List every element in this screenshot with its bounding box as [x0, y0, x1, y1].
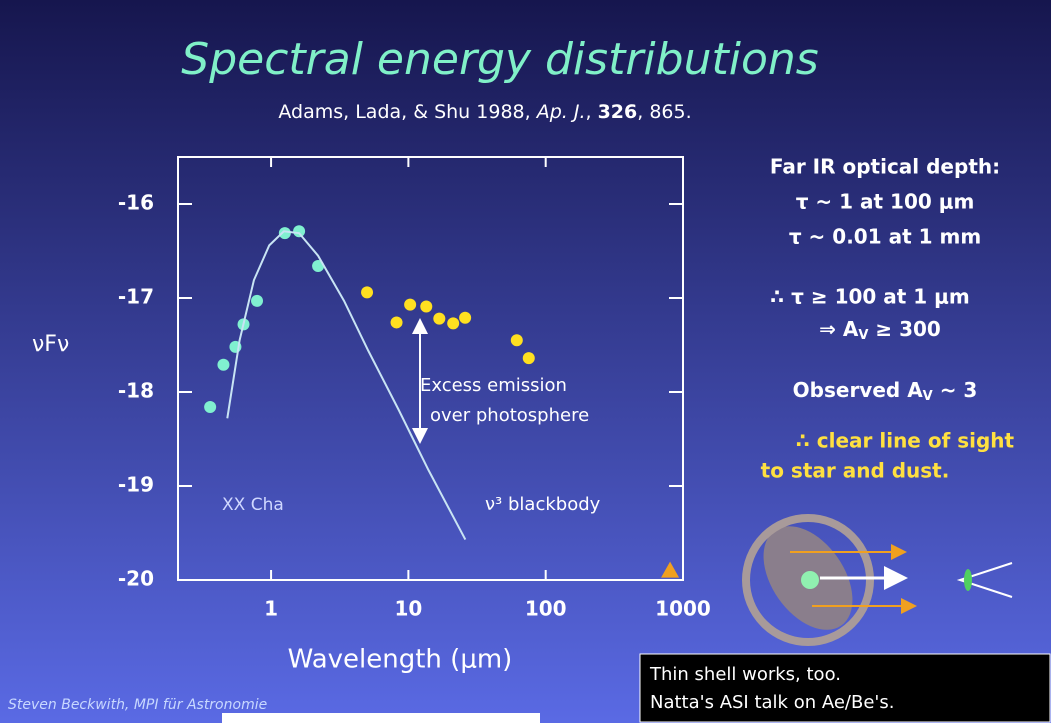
- note-part: ≥ 300: [868, 317, 940, 341]
- annotation: XX Cha: [222, 495, 284, 515]
- x-tick-label: 100: [525, 597, 567, 621]
- x-tick-label: 10: [394, 597, 422, 621]
- point: [522, 352, 535, 365]
- point: [278, 227, 291, 240]
- point: [204, 401, 217, 414]
- note-sub: V: [923, 389, 933, 404]
- point: [447, 317, 460, 330]
- x-tick-label: 1000: [655, 597, 711, 621]
- x-axis-label: Wavelength (μm): [288, 645, 513, 675]
- note-box: [639, 653, 1051, 723]
- citation-volume: 326: [598, 101, 638, 123]
- point: [217, 358, 230, 371]
- note-part: ⇒ A: [819, 317, 859, 341]
- point: [312, 260, 325, 273]
- point: [459, 311, 472, 324]
- annotation: ν³ blackbody: [485, 494, 601, 515]
- box-text: Thin shell works, too.: [649, 664, 841, 685]
- y-axis-label: νFν: [32, 332, 69, 357]
- note: τ ~ 1 at 100 μm: [796, 190, 975, 214]
- citation: Adams, Lada, & Shu 1988, Ap. J., 326, 86…: [278, 101, 691, 123]
- note-part: ~ 3: [933, 378, 978, 402]
- note: ∴ τ ≥ 100 at 1 μm: [770, 285, 970, 309]
- point: [420, 300, 433, 313]
- point: [293, 225, 306, 238]
- point: [510, 334, 523, 347]
- point: [433, 312, 446, 325]
- note-sub: V: [858, 328, 868, 343]
- footer: Steven Beckwith, MPI für Astronomie: [8, 697, 267, 713]
- point: [661, 561, 680, 578]
- x-tick-label: 1: [264, 597, 278, 621]
- y-tick-label: -19: [118, 473, 154, 497]
- annotation: over photosphere: [430, 405, 589, 426]
- note: to star and dust.: [761, 459, 950, 483]
- note-part: Observed A: [793, 378, 924, 402]
- note: Far IR optical depth:: [770, 155, 1000, 179]
- note: ∴ clear line of sight: [796, 429, 1015, 453]
- citation-text: ,: [585, 101, 597, 123]
- slide-title: Spectral energy distributions: [181, 34, 818, 85]
- plot-frame: [177, 156, 684, 581]
- y-tick-label: -20: [118, 567, 154, 591]
- box-text: Natta's ASI talk on Ae/Be's.: [650, 692, 894, 713]
- citation-text: Adams, Lada, & Shu 1988,: [278, 101, 536, 123]
- point: [251, 294, 264, 307]
- y-tick-label: -16: [118, 191, 154, 215]
- note: Observed AV ~ 3: [793, 378, 978, 404]
- citation-journal: Ap. J.: [535, 101, 586, 123]
- point: [361, 286, 374, 299]
- chart: Wavelength (μm) νFν Excess emission over…: [32, 156, 711, 675]
- note: τ ~ 0.01 at 1 mm: [789, 225, 981, 249]
- white-strip: [222, 713, 540, 723]
- model-curve: [226, 230, 467, 541]
- y-tick-label: -18: [118, 379, 154, 403]
- note: ⇒ AV ≥ 300: [819, 317, 941, 343]
- point: [404, 298, 417, 311]
- point: [390, 316, 403, 329]
- y-tick-label: -17: [118, 285, 154, 309]
- citation-text: , 865.: [637, 101, 691, 123]
- shell-diagram: [742, 514, 1013, 646]
- annotation: Excess emission: [420, 375, 567, 396]
